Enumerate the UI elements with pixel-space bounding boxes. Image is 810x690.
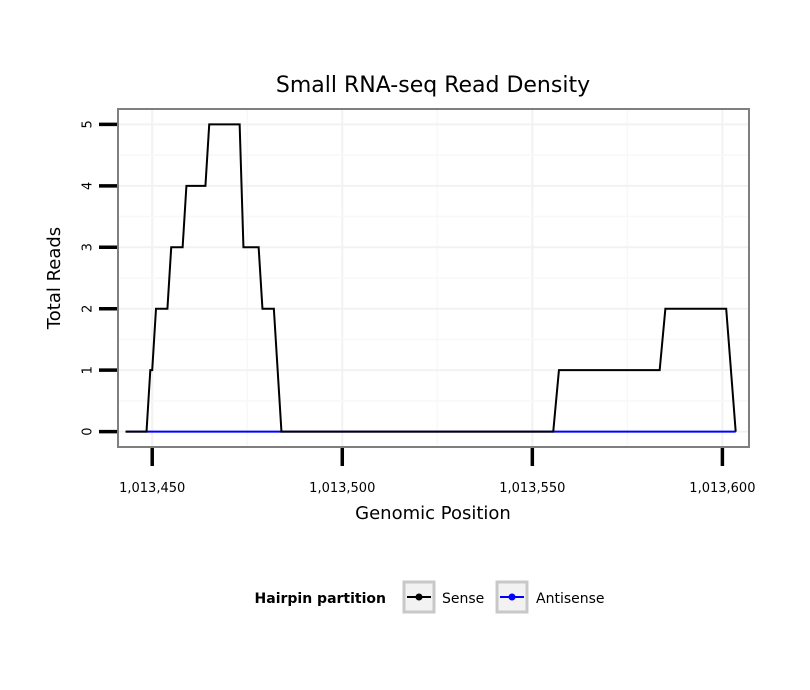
legend-dot-sense bbox=[415, 593, 423, 601]
legend-item-sense: Sense bbox=[402, 580, 484, 614]
x-axis: 1,013,450 1,013,500 1,013,550 1,013,600 bbox=[119, 448, 755, 496]
legend-item-antisense: Antisense bbox=[495, 580, 605, 614]
y-tick-label-0: 0 bbox=[81, 427, 96, 435]
x-tick-label-1013500: 1,013,500 bbox=[309, 481, 375, 496]
y-tick-label-2: 2 bbox=[81, 305, 96, 313]
legend-title: Hairpin partition bbox=[255, 591, 386, 607]
y-tick-label-4: 4 bbox=[81, 182, 96, 190]
chart-title: Small RNA-seq Read Density bbox=[276, 73, 590, 98]
y-tick-label-3: 3 bbox=[81, 243, 96, 251]
plot-panel-border bbox=[117, 108, 750, 448]
legend-dot-antisense bbox=[508, 593, 516, 601]
y-tick-label-1: 1 bbox=[81, 366, 96, 374]
x-tick-label-1013450: 1,013,450 bbox=[119, 481, 185, 496]
series-layer bbox=[125, 123, 737, 433]
legend: Hairpin partition Sense Antisense bbox=[255, 580, 605, 614]
legend-label-sense: Sense bbox=[442, 591, 484, 607]
y-tick-label-5: 5 bbox=[81, 120, 96, 128]
y-axis-title: Total Reads bbox=[44, 227, 65, 330]
y-axis: 0 1 2 3 4 5 bbox=[81, 120, 117, 436]
x-tick-label-1013600: 1,013,600 bbox=[689, 481, 755, 496]
legend-label-antisense: Antisense bbox=[536, 591, 605, 607]
x-axis-title: Genomic Position bbox=[355, 503, 511, 524]
x-tick-label-1013550: 1,013,550 bbox=[499, 481, 565, 496]
series-line-sense bbox=[125, 123, 737, 433]
